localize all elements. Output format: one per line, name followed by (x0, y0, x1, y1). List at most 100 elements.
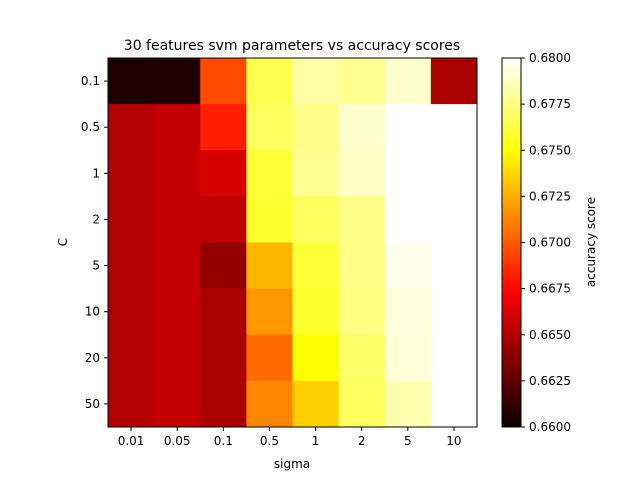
colorbar-label: accuracy score (584, 197, 598, 287)
heatmap-cell (292, 380, 340, 428)
heatmap-cell (200, 288, 247, 336)
heatmap-cell (384, 196, 432, 243)
heatmap-cell (430, 196, 478, 243)
heatmap-cell (292, 58, 340, 105)
x-tick-label: 10 (446, 434, 461, 448)
y-axis-ticks: 0.1 0.5 1 2 5 10 20 50 (81, 74, 108, 411)
heatmap-cell (292, 334, 340, 382)
y-tick-label: 10 (85, 305, 100, 319)
heatmap-cell (292, 196, 340, 243)
heatmap-cell (200, 334, 247, 382)
heatmap-cell (200, 58, 247, 105)
heatmap-cell (108, 334, 155, 382)
colorbar-tick-label: 0.6625 (529, 374, 571, 388)
x-tick-label: 1 (312, 434, 320, 448)
colorbar-tick-label: 0.6725 (529, 189, 571, 203)
heatmap-cell (154, 150, 201, 197)
x-tick-label: 5 (404, 434, 412, 448)
heatmap-cell (338, 58, 386, 105)
heatmap-cell (384, 288, 432, 336)
heatmap-cell (384, 334, 432, 382)
colorbar-tick-label: 0.6675 (529, 282, 571, 296)
colorbar-tick-label: 0.6600 (529, 420, 571, 434)
y-tick-label: 0.5 (81, 120, 100, 134)
x-axis-ticks: 0.01 0.05 0.1 0.5 1 2 5 10 (118, 427, 462, 448)
y-axis-label: C (56, 238, 70, 246)
heatmap-cell (384, 242, 432, 290)
heatmap-cell (154, 104, 201, 151)
heatmap-cell (430, 334, 478, 382)
heatmap-cell (154, 58, 201, 105)
y-tick-label: 20 (85, 351, 100, 365)
chart-title: 30 features svm parameters vs accuracy s… (124, 38, 460, 54)
heatmap-cell (430, 104, 478, 151)
y-tick-label: 0.1 (81, 74, 100, 88)
colorbar-ticks: 0.6600 0.6625 0.6650 0.6675 0.6700 0.6725 0.67… (521, 51, 571, 434)
x-tick-label: 2 (358, 434, 366, 448)
heatmap-cell (338, 104, 386, 151)
x-tick-label: 0.5 (260, 434, 279, 448)
y-tick-label: 2 (92, 212, 100, 226)
colorbar-tick-label: 0.6775 (529, 97, 571, 111)
heatmap-cell (430, 288, 478, 336)
x-tick-label: 0.1 (214, 434, 233, 448)
y-tick-label: 1 (92, 166, 100, 180)
heatmap-cell (292, 150, 340, 197)
heatmap-cell (200, 380, 247, 428)
heatmap-frame (107, 57, 478, 428)
heatmap-cell (108, 242, 155, 290)
heatmap-cell (246, 242, 293, 290)
heatmap-cell (200, 242, 247, 290)
heatmap-cell (200, 150, 247, 197)
heatmap-cell (338, 242, 386, 290)
heatmap-cell (108, 380, 155, 428)
heatmap-cell (384, 58, 432, 105)
heatmap-cell (246, 104, 293, 151)
heatmap-cell (338, 288, 386, 336)
heatmap-cells (108, 58, 478, 428)
y-tick-label: 50 (85, 397, 100, 411)
heatmap-cell (108, 150, 155, 197)
colorbar-tick-label: 0.6700 (529, 236, 571, 250)
x-axis-label: sigma (274, 457, 310, 471)
colorbar-tick-label: 0.6750 (529, 143, 571, 157)
heatmap-cell (246, 288, 293, 336)
x-tick-label: 0.01 (118, 434, 145, 448)
heatmap-cell (246, 150, 293, 197)
heatmap-cell (246, 334, 293, 382)
heatmap-cell (246, 58, 293, 105)
x-tick-label: 0.05 (164, 434, 191, 448)
heatmap-cell (200, 196, 247, 243)
heatmap-cell (384, 380, 432, 428)
heatmap-cell (338, 334, 386, 382)
heatmap-cell (430, 58, 478, 105)
heatmap-cell (246, 196, 293, 243)
heatmap-cell (154, 380, 201, 428)
heatmap-cell (338, 380, 386, 428)
heatmap-cell (338, 196, 386, 243)
heatmap-cell (108, 58, 155, 105)
heatmap-cell (338, 150, 386, 197)
heatmap-cell (292, 242, 340, 290)
heatmap-cell (154, 288, 201, 336)
heatmap-cell (384, 150, 432, 197)
colorbar (501, 57, 522, 428)
heatmap-cell (108, 104, 155, 151)
heatmap-cell (200, 104, 247, 151)
heatmap-cell (292, 288, 340, 336)
colorbar-tick-label: 0.6650 (529, 328, 571, 342)
heatmap-cell (154, 196, 201, 243)
heatmap-cell (246, 380, 293, 428)
y-tick-label: 5 (92, 259, 100, 273)
heatmap-cell (430, 150, 478, 197)
heatmap-cell (384, 104, 432, 151)
heatmap-cell (108, 288, 155, 336)
heatmap-cell (108, 196, 155, 243)
heatmap-cell (292, 104, 340, 151)
heatmap-cell (154, 334, 201, 382)
heatmap-cell (430, 380, 478, 428)
heatmap-cell (430, 242, 478, 290)
heatmap-cell (154, 242, 201, 290)
colorbar-tick-label: 0.6800 (529, 51, 571, 65)
